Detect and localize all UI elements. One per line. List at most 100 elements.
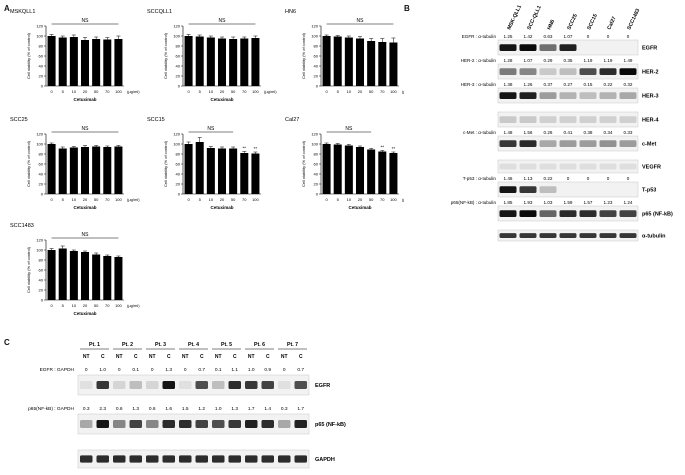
- y-tick-label: 120: [36, 132, 43, 137]
- x-unit-label: (μg/ml): [402, 197, 404, 202]
- y-tick-label: 60: [39, 268, 44, 273]
- ratio-value: 1.28: [504, 58, 513, 63]
- ratio-value: 1.57: [584, 200, 593, 205]
- ratio-value: 1.3: [231, 406, 238, 412]
- ratio-value: 1.49: [624, 58, 633, 63]
- ratio-value: 1.07: [564, 34, 573, 39]
- bar: [47, 144, 56, 194]
- ratio-value: 0.41: [564, 130, 573, 135]
- y-tick-label: 20: [39, 182, 44, 187]
- x-tick-label: 100: [115, 89, 122, 94]
- bar: [333, 144, 342, 194]
- ratio-value: 1.85: [504, 200, 513, 205]
- x-tick-label: 5: [199, 197, 202, 202]
- lane-subheader: C: [266, 354, 270, 360]
- ratio-value: 1.19: [604, 58, 613, 63]
- band: [539, 92, 557, 99]
- ns-annotation: NS: [82, 232, 90, 238]
- y-tick-label: 100: [36, 34, 43, 39]
- blot-strip: [77, 413, 310, 435]
- ratio-value: 0.7: [198, 367, 205, 373]
- band: [579, 92, 597, 99]
- bar: [103, 39, 112, 86]
- y-tick-label: 40: [39, 64, 44, 69]
- band: [261, 455, 274, 463]
- y-axis-label: Cell viability (% of control): [26, 32, 31, 79]
- band: [228, 381, 241, 389]
- lane-subheader: NT: [248, 354, 255, 360]
- x-tick-label: 100: [115, 197, 122, 202]
- patient-header: Pt. 3: [155, 342, 166, 348]
- band: [619, 210, 637, 217]
- ratio-value: 0: [567, 176, 570, 181]
- x-tick-label: 50: [231, 89, 236, 94]
- bar: [344, 145, 353, 194]
- significance-star: **: [243, 146, 247, 151]
- ratio-value: 0.26: [544, 130, 553, 135]
- x-axis-label: Cetuximab: [73, 97, 96, 102]
- band: [245, 455, 258, 463]
- ratio-value: 0.9: [264, 367, 271, 373]
- bar: [80, 147, 90, 194]
- ratio-value: 1.2: [198, 406, 205, 412]
- ns-annotation: NS: [207, 126, 215, 132]
- bar: [114, 146, 123, 194]
- bar: [206, 148, 215, 194]
- x-tick-label: 5: [62, 197, 65, 202]
- ratio-value: 1.3: [165, 367, 172, 373]
- x-tick-label: 0: [50, 197, 53, 202]
- x-tick-label: 20: [83, 303, 88, 308]
- patient-header: Pt. 1: [89, 342, 100, 348]
- x-unit-label: (μg/ml): [127, 197, 140, 202]
- bar: [355, 38, 365, 86]
- protein-label: HER-2: [642, 70, 659, 76]
- bar: [206, 37, 215, 86]
- ratio-value: 0.6: [149, 406, 156, 412]
- x-tick-label: 10: [72, 197, 77, 202]
- ratio-value: 1.07: [524, 58, 533, 63]
- band: [245, 420, 258, 428]
- ratio-value: 1.0: [215, 406, 222, 412]
- band: [619, 68, 637, 75]
- band: [499, 116, 517, 123]
- bar: [92, 39, 101, 86]
- band: [559, 140, 577, 147]
- significance-star: **: [254, 146, 258, 151]
- x-tick-label: 10: [347, 197, 352, 202]
- bar: [92, 254, 101, 300]
- x-unit-label: (μg/ml): [402, 89, 404, 94]
- band: [579, 233, 597, 239]
- bar: [240, 153, 249, 194]
- band: [619, 163, 637, 170]
- panel-label-b: B: [404, 4, 410, 13]
- bar: [389, 153, 398, 194]
- band: [129, 420, 142, 428]
- ratio-value: 1.25: [504, 34, 513, 39]
- ratio-value: 0.3: [281, 406, 288, 412]
- lane-subheader: NT: [116, 354, 123, 360]
- x-tick-label: 0: [187, 197, 190, 202]
- ratio-value: 0: [151, 367, 154, 373]
- band: [619, 140, 637, 147]
- y-tick-label: 80: [314, 152, 319, 157]
- ratio-value: 0.35: [564, 58, 573, 63]
- band: [599, 233, 617, 239]
- ns-annotation: NS: [357, 18, 365, 24]
- bar: [322, 36, 331, 86]
- protein-label: α-tubulin: [642, 234, 666, 240]
- y-tick-label: 120: [311, 132, 318, 137]
- ratio-value: 0.33: [624, 130, 633, 135]
- blot-strip: [497, 181, 639, 198]
- y-tick-label: 80: [176, 152, 181, 157]
- ratio-label: p65(NF-kB) : α-tubulin: [451, 200, 497, 205]
- band: [278, 420, 291, 428]
- bar: [69, 147, 78, 194]
- band: [499, 210, 517, 217]
- ns-annotation: NS: [345, 126, 353, 132]
- y-axis-label: Cell viability (% of control): [301, 140, 306, 187]
- x-tick-label: 0: [187, 89, 190, 94]
- ratio-value: 0.7: [297, 367, 304, 373]
- band: [499, 92, 517, 99]
- x-tick-label: 50: [369, 197, 374, 202]
